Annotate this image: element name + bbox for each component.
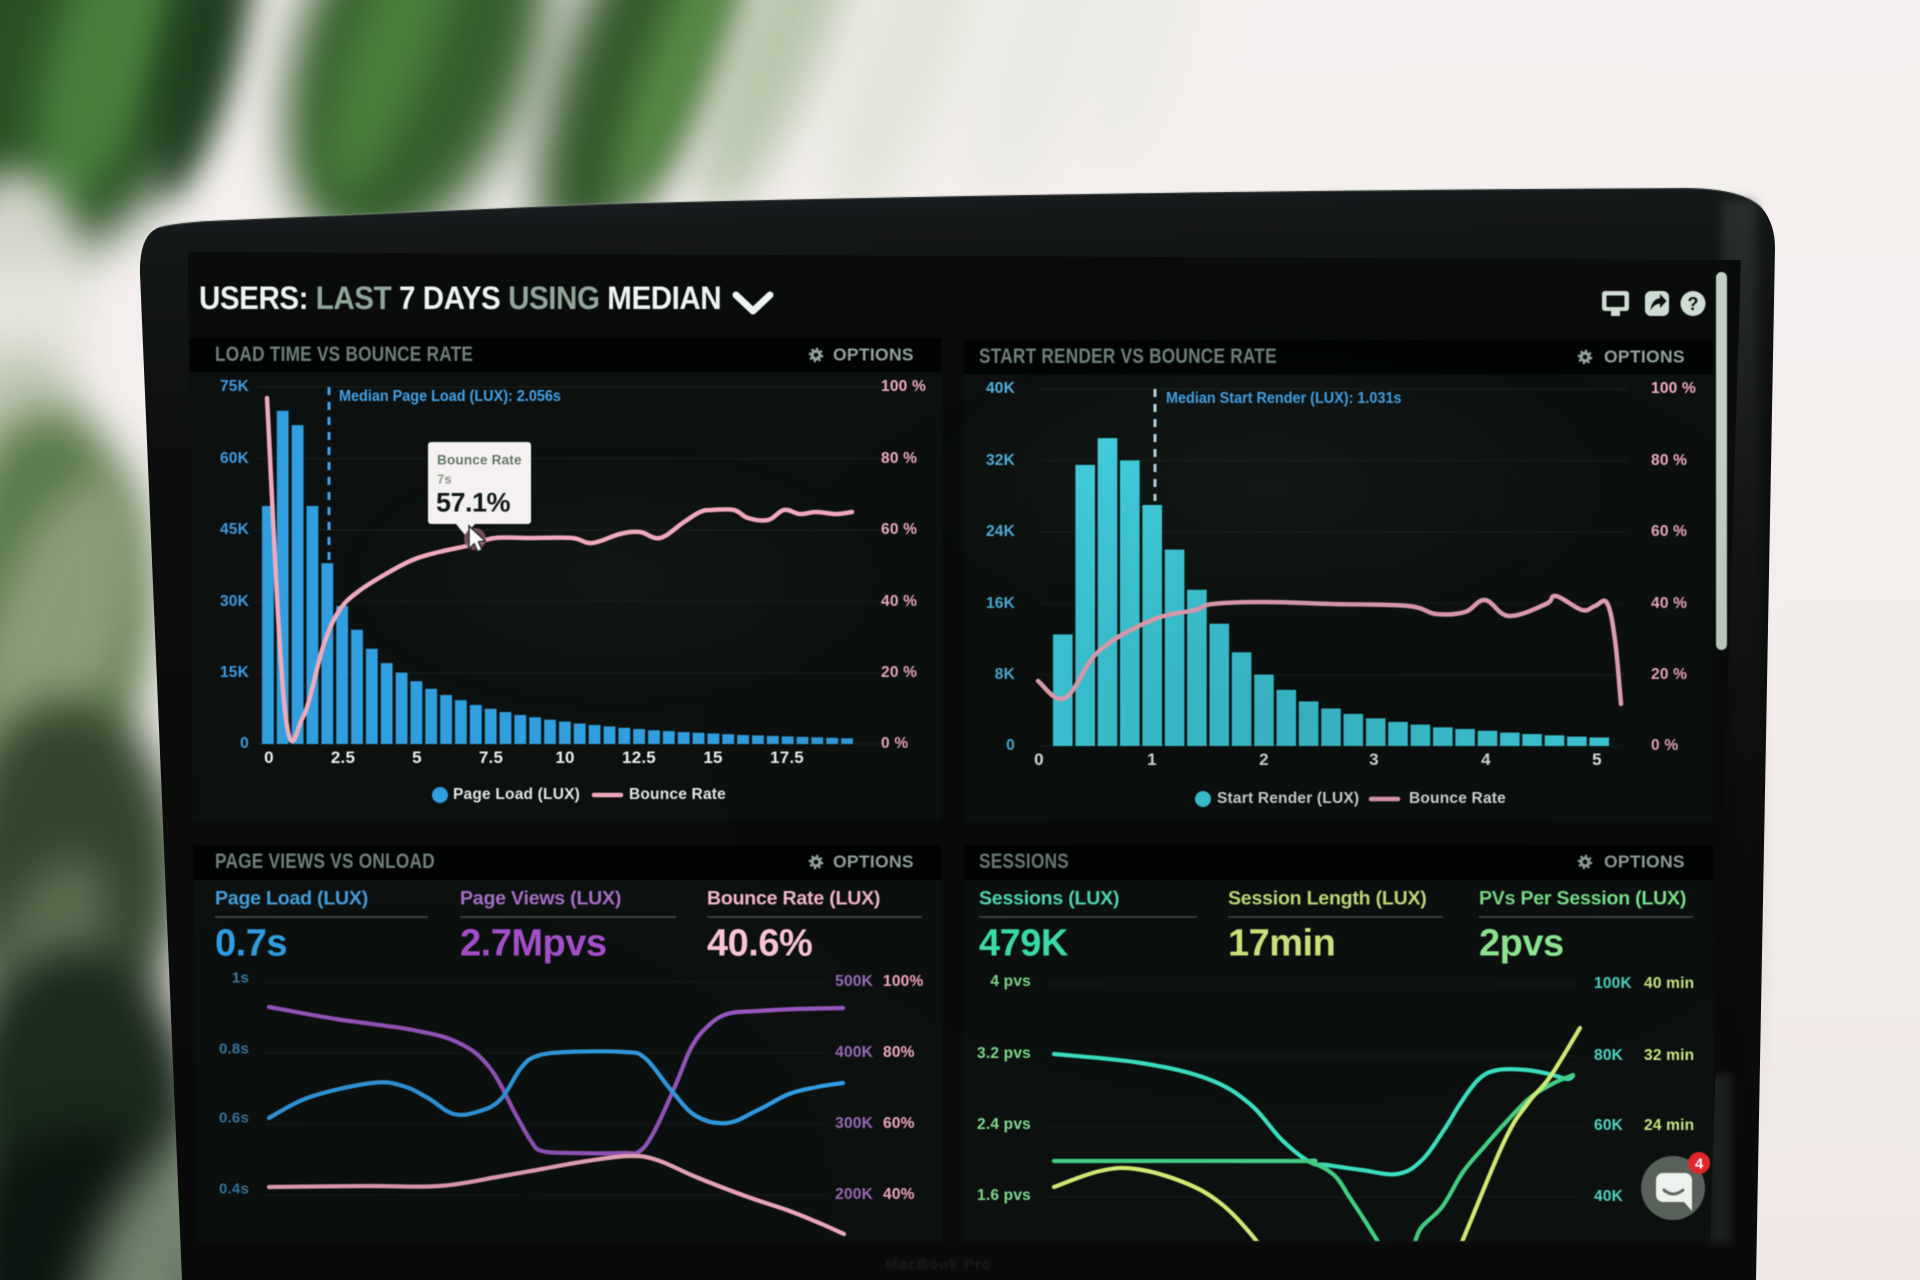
svg-text:?: ? — [1688, 294, 1699, 314]
svg-text:4: 4 — [1695, 1156, 1704, 1173]
